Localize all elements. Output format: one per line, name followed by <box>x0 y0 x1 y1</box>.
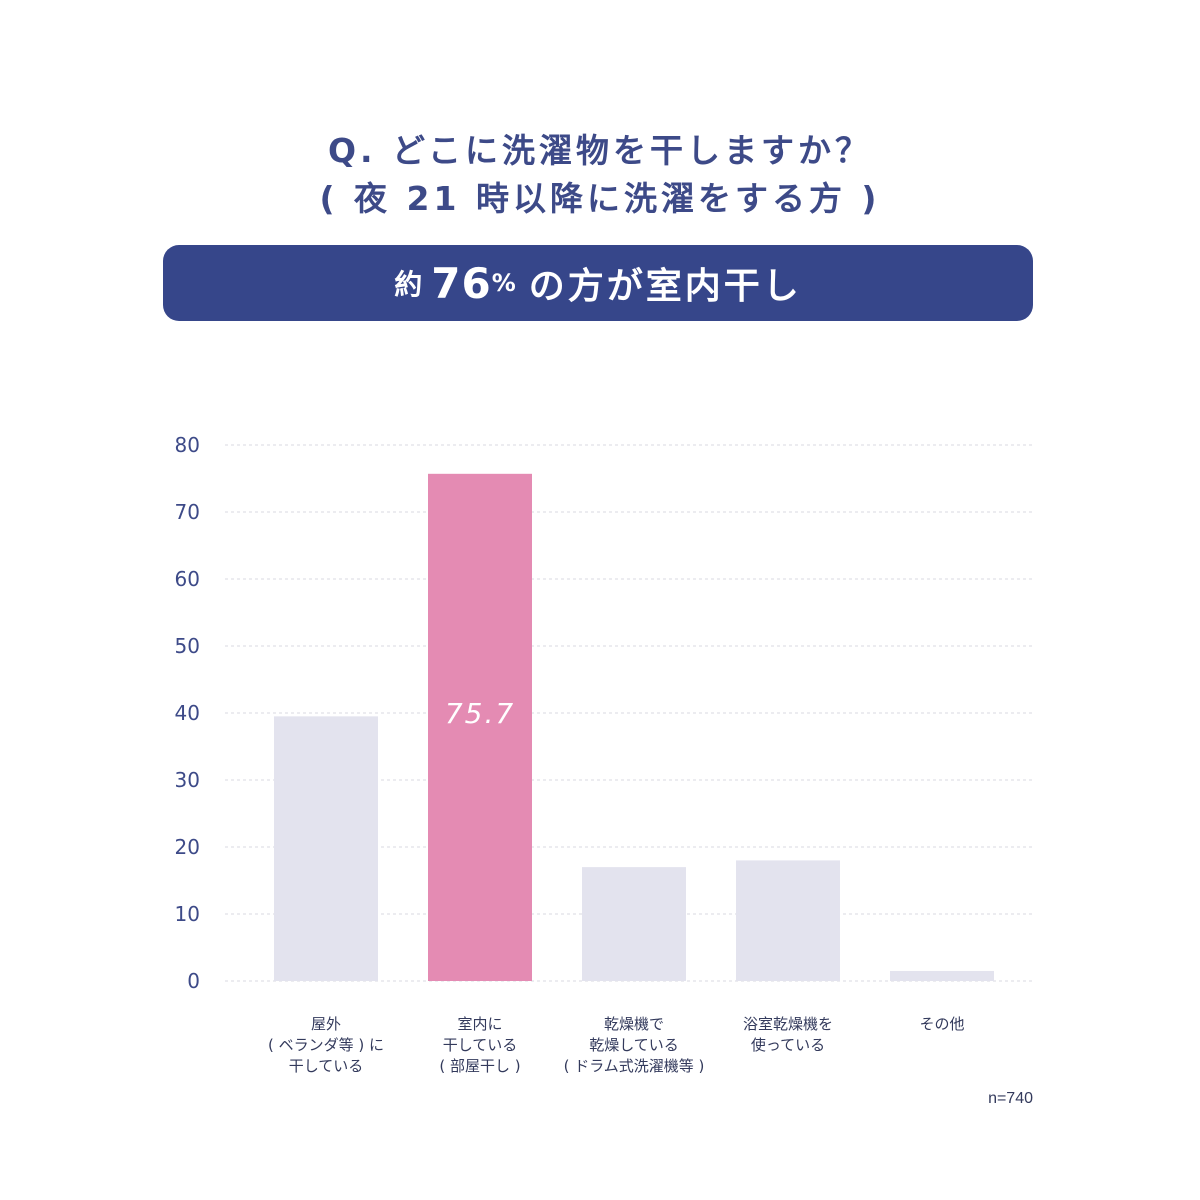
y-tick-label: 40 <box>175 701 200 725</box>
data-label: 75.7 <box>445 697 515 730</box>
x-tick-label: 使っている <box>751 1036 825 1054</box>
y-tick-label: 60 <box>175 567 200 591</box>
banner-number: 76 <box>431 258 492 308</box>
sample-size-label: n=740 <box>988 1090 1033 1107</box>
banner-percent: % <box>491 269 519 297</box>
bar <box>582 867 686 981</box>
chart-title: Q. どこに洗濯物を干しますか？ <box>327 131 873 170</box>
y-tick-label: 50 <box>175 634 200 658</box>
bar <box>428 473 532 981</box>
y-tick-label: 10 <box>175 902 200 926</box>
bar <box>890 970 994 981</box>
y-tick-label: 0 <box>187 969 200 993</box>
y-tick-label: 20 <box>175 835 200 859</box>
banner-prefix: 約 <box>394 268 426 301</box>
banner-suffix: の方が室内干し <box>528 266 802 307</box>
x-tick-label: 乾燥機で <box>604 1015 664 1033</box>
x-tick-label: ( ベランダ等 ) に <box>268 1036 384 1054</box>
x-tick-label: 干している <box>443 1036 518 1054</box>
y-tick-label: 80 <box>175 433 200 457</box>
y-tick-label: 30 <box>175 768 200 792</box>
bar <box>274 716 378 981</box>
chart-subtitle: ( 夜 21 時以降に洗濯をする方 ) <box>319 179 881 218</box>
x-tick-label: 乾燥している <box>589 1036 679 1054</box>
x-tick-label: ( ドラム式洗濯機等 ) <box>564 1057 705 1075</box>
bar <box>736 860 840 981</box>
x-tick-label: ( 部屋干し ) <box>439 1057 520 1075</box>
x-tick-label: 干している <box>289 1057 364 1075</box>
x-tick-label: 浴室乾燥機を <box>743 1015 833 1033</box>
summary-banner: 約 76 % の方が室内干し <box>163 245 1033 321</box>
x-tick-label: 室内に <box>457 1015 502 1033</box>
y-tick-label: 70 <box>175 500 200 524</box>
x-tick-label: その他 <box>919 1015 964 1033</box>
x-tick-label: 屋外 <box>311 1015 341 1033</box>
